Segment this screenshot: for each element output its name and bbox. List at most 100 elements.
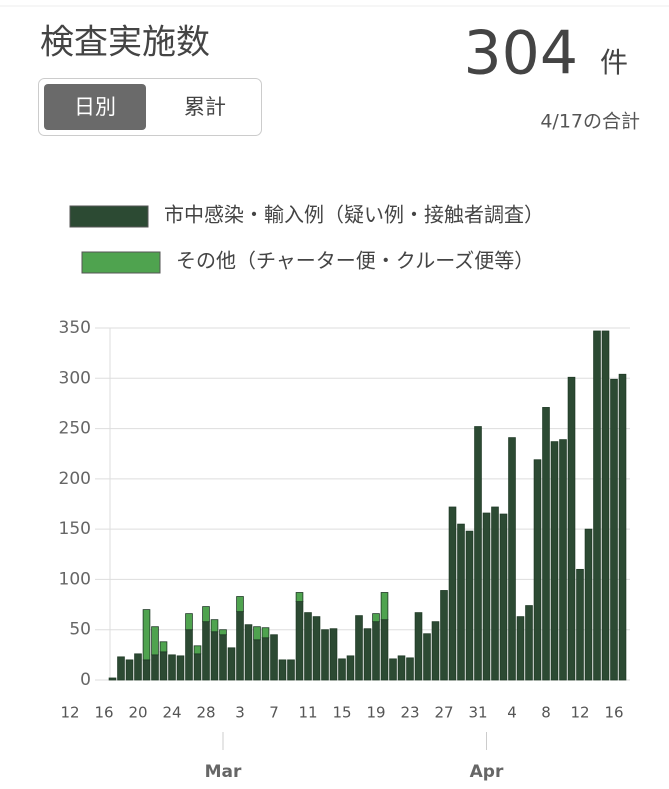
- bar: [117, 656, 125, 681]
- bar: [210, 631, 219, 681]
- total-unit: 件: [600, 46, 628, 79]
- bar: [372, 613, 380, 623]
- tab-daily[interactable]: 日別: [74, 95, 116, 119]
- bar: [134, 653, 142, 681]
- bar: [380, 592, 389, 621]
- bar: [380, 619, 389, 681]
- bar: [465, 530, 474, 681]
- bar: [372, 621, 380, 681]
- tab-cumulative[interactable]: 累計: [184, 95, 226, 119]
- bar: [406, 657, 414, 681]
- x-tick-label: 20: [128, 704, 147, 722]
- title: 検査実施数: [40, 23, 210, 63]
- bar: [533, 459, 542, 681]
- x-tick-label: 28: [196, 704, 215, 722]
- bar: [193, 653, 202, 681]
- bar: [253, 639, 261, 681]
- bar: [389, 658, 397, 681]
- bar: [610, 378, 618, 681]
- x-tick-label: 24: [162, 704, 181, 722]
- bar: [491, 506, 499, 681]
- bar: [355, 615, 363, 681]
- bar: [236, 611, 244, 681]
- bar: [295, 601, 304, 681]
- bar: [559, 439, 567, 681]
- bar: [448, 506, 457, 681]
- bar: [159, 651, 168, 681]
- y-tick-label: 300: [59, 368, 91, 388]
- bar: [576, 568, 584, 681]
- bar: [525, 605, 533, 681]
- bar: [329, 628, 338, 681]
- bar: [304, 612, 312, 681]
- y-tick-label: 0: [80, 670, 91, 690]
- bar: [142, 659, 151, 681]
- bar: [499, 513, 508, 681]
- bar: [142, 609, 151, 661]
- x-tick-label: 31: [468, 704, 487, 722]
- bar: [312, 616, 321, 681]
- bar: [542, 407, 550, 681]
- total-note: 4/17の合計: [540, 111, 640, 133]
- bar: [431, 621, 440, 681]
- bar: [236, 596, 244, 613]
- bar: [584, 528, 593, 681]
- legend-swatch: [81, 251, 161, 274]
- x-tick-label: 19: [366, 704, 385, 722]
- bar: [287, 659, 295, 681]
- legend-swatch: [69, 205, 149, 228]
- bar: [202, 621, 210, 681]
- bar: [593, 330, 601, 681]
- bar: [457, 523, 465, 681]
- bar: [423, 633, 431, 681]
- bar: [151, 626, 159, 656]
- bar: [321, 629, 329, 681]
- bar: [108, 677, 117, 681]
- bar: [270, 634, 278, 681]
- x-tick-label: 23: [400, 704, 419, 722]
- y-tick-label: 100: [59, 569, 91, 589]
- bar: [567, 376, 576, 681]
- x-tick-label: 16: [94, 704, 113, 722]
- bar: [474, 426, 482, 681]
- bar: [363, 628, 372, 681]
- bar: [168, 654, 176, 681]
- bar: [151, 654, 159, 681]
- bar: [550, 441, 559, 681]
- bar: [482, 512, 491, 681]
- bar: [193, 645, 202, 655]
- bar: [125, 659, 134, 681]
- bar: [227, 647, 236, 681]
- bar: [202, 606, 210, 623]
- bar: [601, 330, 610, 681]
- x-tick-label: 11: [298, 704, 317, 722]
- y-tick-label: 250: [59, 419, 91, 439]
- x-tick-label: 3: [235, 704, 245, 722]
- bar: [176, 655, 185, 681]
- bar: [219, 634, 227, 681]
- bar: [414, 612, 423, 681]
- tab-selected[interactable]: [44, 84, 146, 130]
- bar: [253, 626, 261, 641]
- y-tick-label: 350: [59, 318, 91, 338]
- bar: [295, 592, 304, 602]
- bar: [219, 629, 227, 636]
- x-tick-label: 4: [507, 704, 517, 722]
- bar: [508, 437, 516, 681]
- bar: [338, 658, 346, 681]
- bar: [618, 373, 627, 681]
- bar: [159, 641, 168, 653]
- legend-label: 市中感染・輸入例（疑い例・接触者調査）: [164, 203, 544, 227]
- bar: [261, 627, 270, 639]
- total-value: 304: [463, 19, 578, 89]
- bar: [210, 619, 219, 633]
- y-tick-label: 50: [69, 620, 91, 640]
- x-tick-label: 15: [332, 704, 351, 722]
- bar: [185, 629, 193, 681]
- x-tick-label: 8: [541, 704, 551, 722]
- legend-label: その他（チャーター便・クルーズ便等）: [176, 249, 534, 273]
- bar: [346, 655, 355, 681]
- y-tick-label: 150: [59, 519, 91, 539]
- month-label: Apr: [470, 762, 504, 782]
